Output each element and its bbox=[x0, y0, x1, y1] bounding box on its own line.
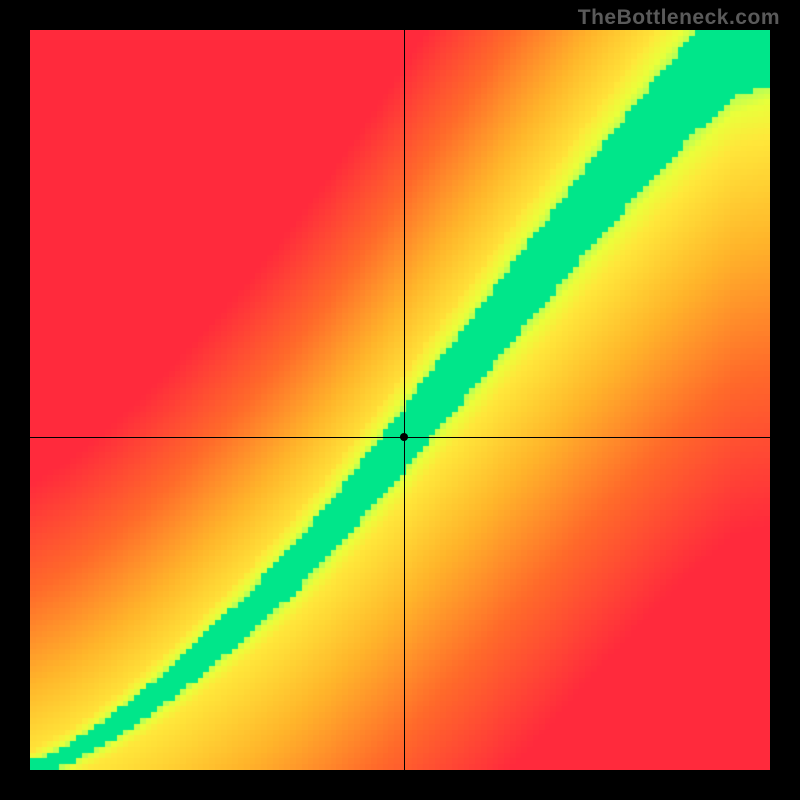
crosshair-marker-dot bbox=[400, 433, 408, 441]
heatmap-plot-area bbox=[30, 30, 770, 770]
watermark-text: TheBottleneck.com bbox=[578, 6, 780, 30]
heatmap-canvas bbox=[30, 30, 770, 770]
crosshair-vertical bbox=[404, 30, 405, 770]
